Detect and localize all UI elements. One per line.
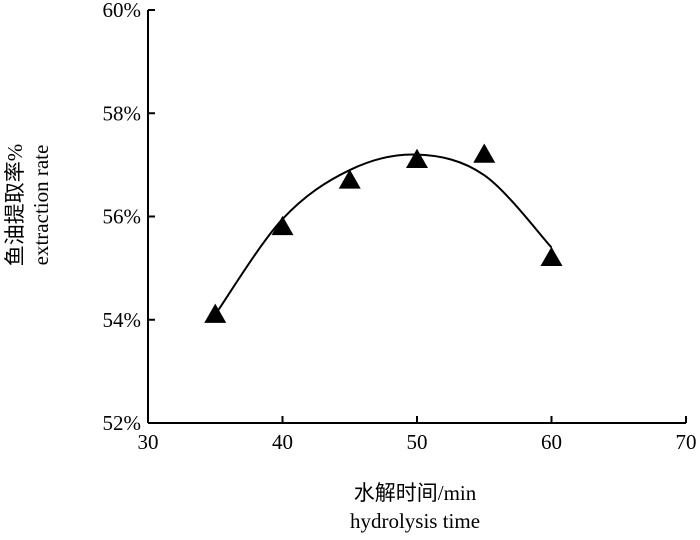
x-tick-label: 50 xyxy=(407,430,428,454)
x-tick-label: 70 xyxy=(676,430,697,454)
data-point-triangle xyxy=(271,215,294,236)
y-tick-label: 52% xyxy=(103,411,142,435)
y-tick-label: 56% xyxy=(103,205,142,229)
data-point-triangle xyxy=(204,303,227,323)
x-axis-label-cn: 水解时间/min xyxy=(354,481,477,505)
x-tick-label: 60 xyxy=(541,430,562,454)
x-ticks: 30 40 50 60 70 xyxy=(138,416,697,454)
fit-curve xyxy=(214,153,553,316)
y-tick-label: 54% xyxy=(103,308,142,332)
data-point-triangle xyxy=(338,169,361,189)
data-point-triangle xyxy=(406,148,428,168)
data-point-triangle xyxy=(473,143,496,163)
y-tick-label: 60% xyxy=(103,0,142,22)
y-axis-label-en: extraction rate xyxy=(29,145,53,266)
data-point-triangle xyxy=(540,246,563,267)
axes xyxy=(147,10,686,424)
y-ticks: 52% 54% 56% 58% 60% xyxy=(103,0,155,435)
y-tick-label: 58% xyxy=(103,101,142,125)
y-axis-label-cn: 鱼油提取率% xyxy=(3,144,27,267)
x-tick-label: 40 xyxy=(272,430,293,454)
data-points xyxy=(204,143,563,323)
x-tick-label: 30 xyxy=(138,430,159,454)
x-axis-label-en: hydrolysis time xyxy=(350,509,480,533)
